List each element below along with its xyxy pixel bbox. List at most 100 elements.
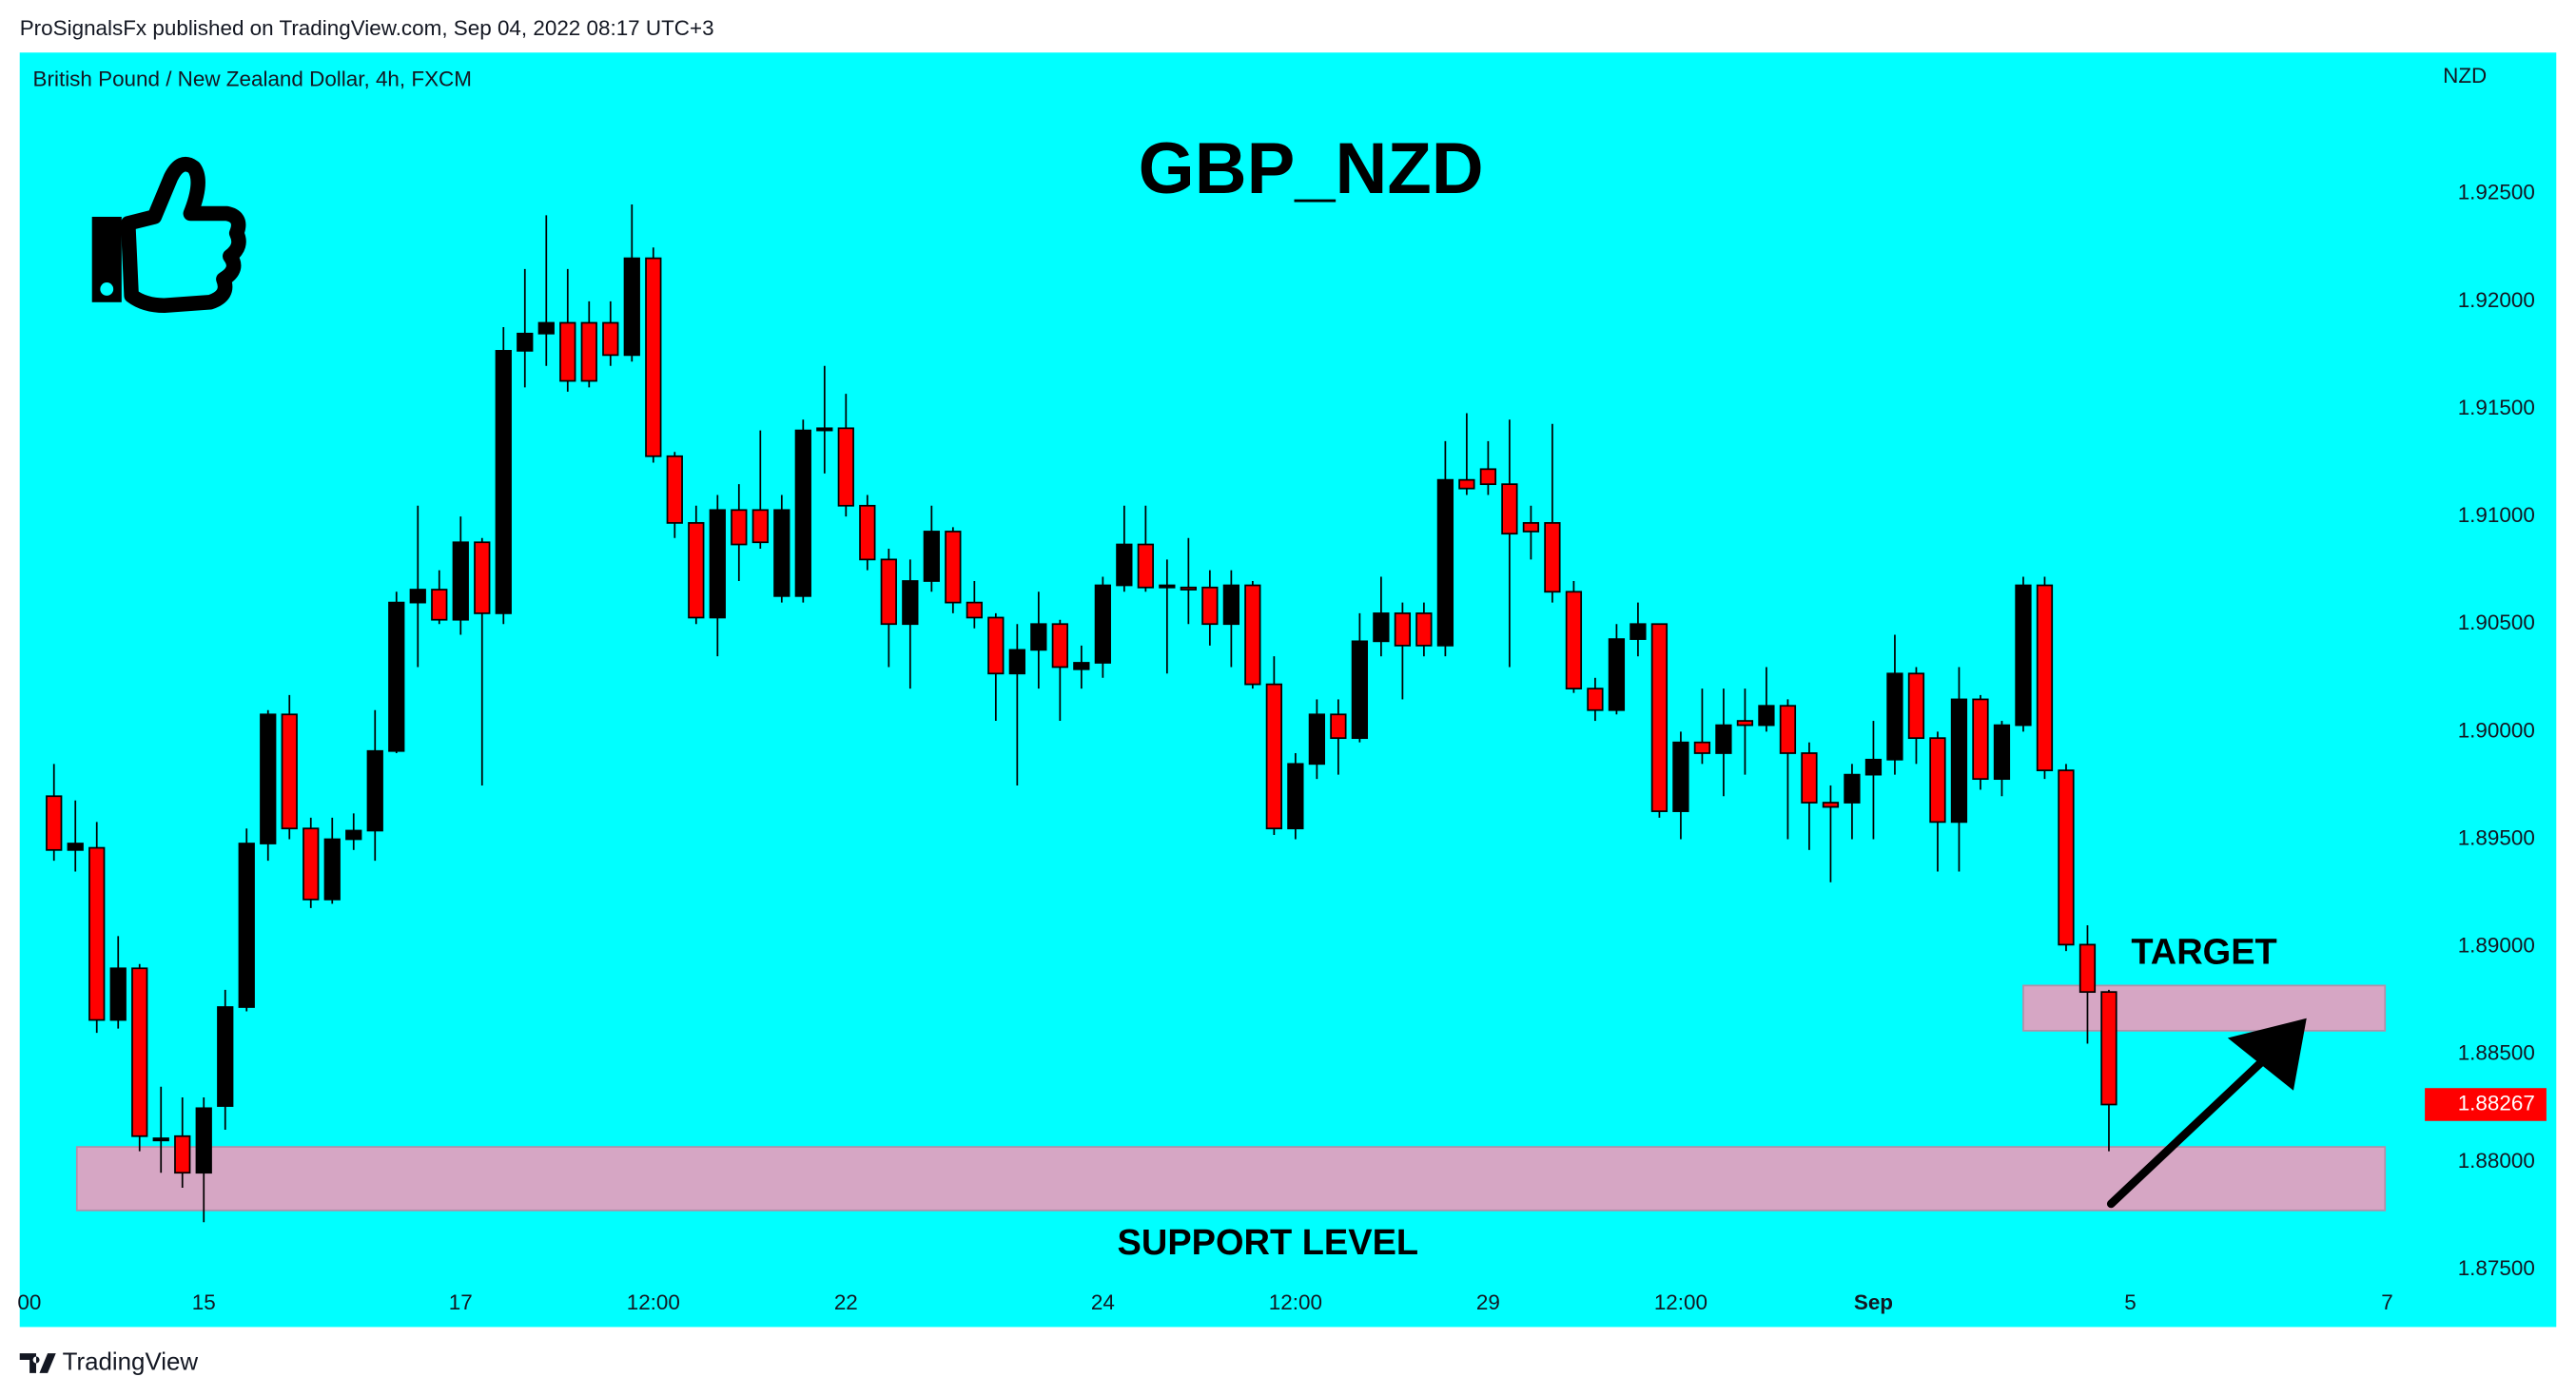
x-tick-label: 24 <box>1091 1290 1115 1314</box>
candle-body <box>517 332 534 352</box>
zone-label: TARGET <box>2131 933 2276 973</box>
candle-body <box>1436 478 1454 647</box>
candle-body <box>323 838 341 901</box>
y-tick-label: 1.89500 <box>2458 825 2535 849</box>
candle-body <box>666 455 683 524</box>
y-tick-label: 1.92500 <box>2458 181 2535 204</box>
candle-body <box>1501 483 1518 535</box>
candle-body <box>945 531 962 604</box>
x-tick-label: 7 <box>2381 1290 2392 1314</box>
candle-body <box>217 1006 234 1107</box>
candle-body <box>902 580 919 626</box>
candle-body <box>1265 683 1283 830</box>
candle-body <box>1544 522 1561 593</box>
candle-body <box>1244 584 1261 686</box>
candle-body <box>1950 698 1968 824</box>
candle-body <box>345 829 362 841</box>
candle-body <box>495 350 512 614</box>
candle-body <box>409 589 426 604</box>
candle-body <box>1073 662 1090 670</box>
y-tick-label: 1.87500 <box>2458 1256 2535 1280</box>
candle-body <box>1373 612 1390 643</box>
candle-body <box>1801 752 1818 804</box>
candle-body <box>452 541 469 621</box>
candle-body <box>152 1137 169 1142</box>
candle-body <box>1907 672 1925 740</box>
x-tick-label: 15 <box>192 1290 216 1314</box>
candle-body <box>987 616 1005 675</box>
candle-body <box>751 509 769 544</box>
arrow <box>2106 1018 2307 1209</box>
candle-body <box>67 843 84 851</box>
candle-body <box>645 257 662 457</box>
candle-body <box>1608 638 1626 711</box>
candle-body <box>431 589 448 621</box>
candle-body <box>109 967 127 1021</box>
candle-body <box>281 713 298 830</box>
candle-body <box>1330 713 1347 740</box>
candle-body <box>2100 991 2117 1106</box>
chart-title: GBP_NZD <box>1139 128 1484 209</box>
y-tick-label: 1.88500 <box>2458 1041 2535 1065</box>
candle-body <box>1822 802 1840 808</box>
candle-body <box>238 843 255 1008</box>
y-tick-label: 1.90500 <box>2458 611 2535 634</box>
candle-body <box>1094 584 1111 664</box>
candle-body <box>1030 623 1047 651</box>
candle-body <box>474 541 491 614</box>
candle-body <box>580 321 597 382</box>
candle-body <box>1758 705 1775 727</box>
candle-body <box>602 321 619 357</box>
candle-body <box>1201 586 1219 626</box>
x-tick-label: 12:00 <box>1654 1290 1708 1314</box>
zone <box>2022 984 2387 1032</box>
candle-body <box>1630 623 1647 640</box>
last-price-label: 1.88267 <box>2458 1091 2535 1115</box>
x-tick-label: 22 <box>834 1290 858 1314</box>
candle-body <box>1672 741 1689 812</box>
candle-body <box>2078 943 2097 994</box>
y-tick-label: 1.89000 <box>2458 934 2535 958</box>
candle-body <box>1972 698 1989 781</box>
candle-body <box>1993 724 2011 781</box>
candle-body <box>709 509 726 619</box>
last-price-box <box>2425 1088 2547 1121</box>
publish-header: ProSignalsFx published on TradingView.co… <box>20 16 714 40</box>
zone <box>75 1146 2387 1212</box>
candle-body <box>966 601 983 619</box>
candle-body <box>816 427 833 432</box>
x-tick-label: 17 <box>449 1290 473 1314</box>
candle-body <box>1394 612 1412 647</box>
candle-body <box>859 504 876 561</box>
candle-body <box>1929 737 1946 824</box>
candle-body <box>923 531 940 582</box>
candle-body <box>1650 623 1669 812</box>
candle-body <box>880 558 897 626</box>
candle-body <box>1715 724 1732 754</box>
x-tick-label: 12:00 <box>627 1290 680 1314</box>
thumbs-up-icon <box>91 157 246 314</box>
candle-body <box>2015 584 2032 727</box>
x-tick-label: 29 <box>1476 1290 1500 1314</box>
candle-body <box>1736 720 1754 727</box>
y-tick-label: 1.91000 <box>2458 503 2535 527</box>
footer-brand: TradingView <box>63 1348 199 1375</box>
candle-body <box>2036 584 2054 771</box>
candle-body <box>1522 522 1540 533</box>
y-tick-label: 1.91500 <box>2458 396 2535 419</box>
candle-body <box>2058 769 2075 946</box>
candle-body <box>174 1134 191 1174</box>
candle-body <box>1222 584 1239 626</box>
candle-body <box>366 749 383 832</box>
candle-body <box>688 522 705 619</box>
chart-subtitle: British Pound / New Zealand Dollar, 4h, … <box>33 68 472 91</box>
zone-label: SUPPORT LEVEL <box>1118 1223 1419 1263</box>
candle-body <box>1886 672 1903 761</box>
candle-body <box>1587 688 1604 711</box>
tradingview-logo <box>19 1353 56 1373</box>
candle-body <box>837 427 854 507</box>
candle-body <box>1159 584 1176 589</box>
y-tick-label: 1.90000 <box>2458 718 2535 742</box>
